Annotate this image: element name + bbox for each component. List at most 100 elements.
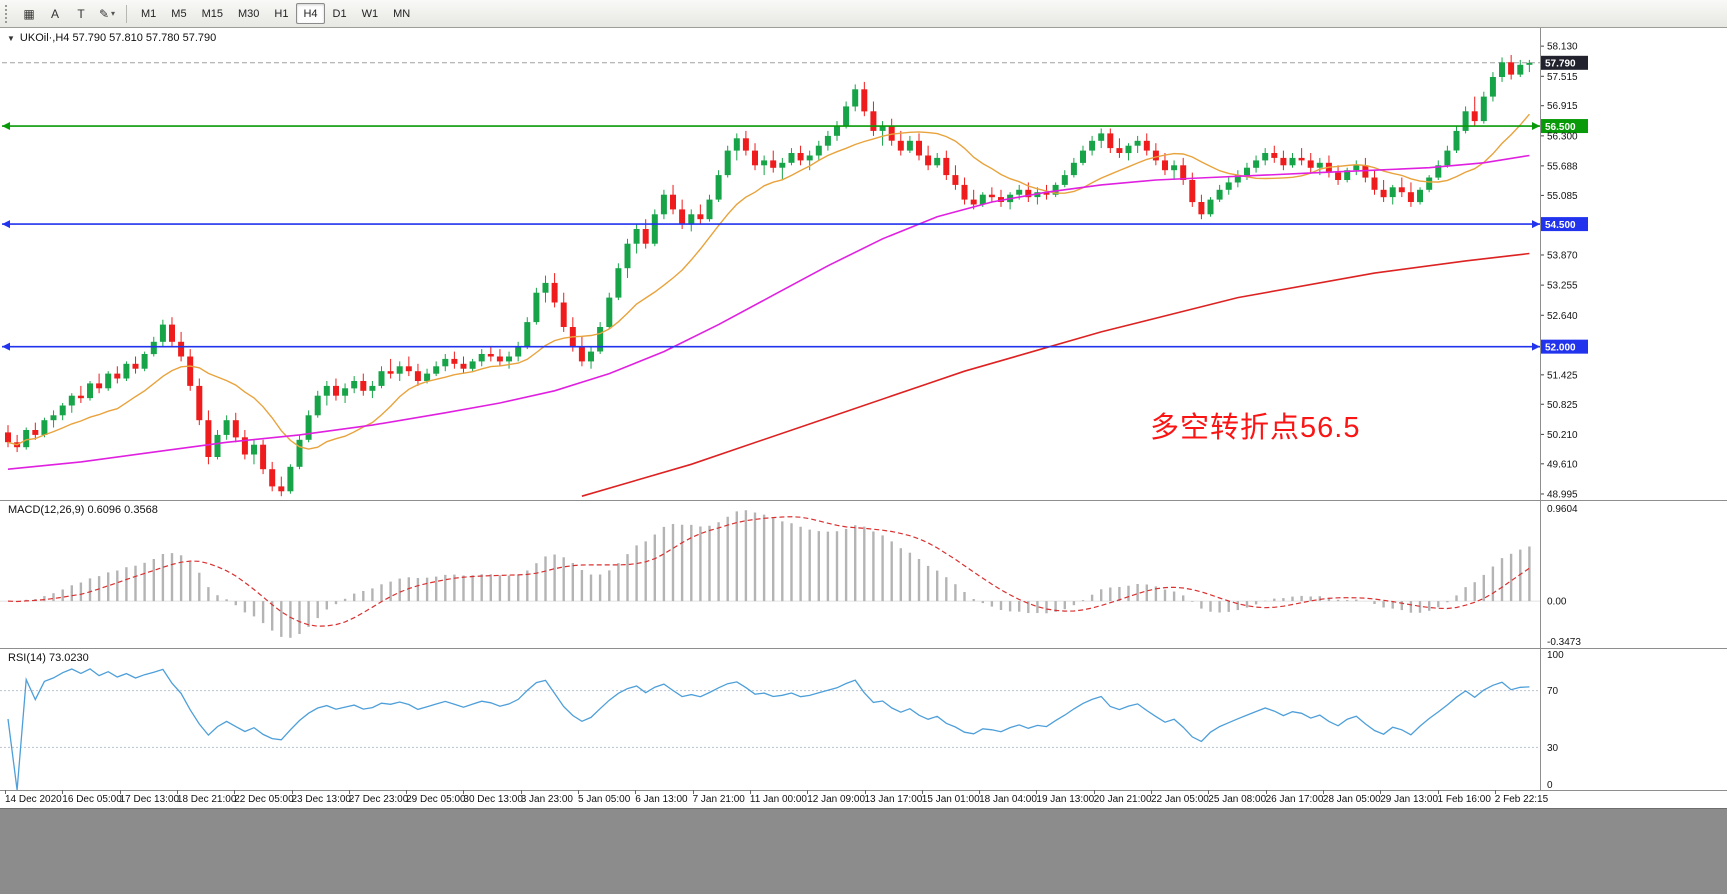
timeframe-h4-button[interactable]: H4: [296, 3, 325, 24]
annotation-text: 多空转折点56.5: [1150, 412, 1361, 444]
candle-body: [606, 297, 613, 327]
candle-body: [214, 434, 221, 457]
candle-body: [1417, 189, 1423, 203]
candle-body: [1353, 165, 1360, 171]
candle-body: [50, 415, 57, 421]
ma-mid-line: [7, 154, 1530, 470]
candle-body: [424, 373, 431, 381]
time-label: 11 Jan 00:00: [749, 794, 807, 805]
candle-body: [360, 381, 367, 391]
candle-body: [223, 420, 230, 435]
candle-body: [169, 324, 175, 342]
candle-body: [314, 395, 321, 416]
candle-body: [469, 361, 476, 369]
time-tick: [348, 790, 350, 794]
candle-body: [1380, 189, 1387, 198]
svg-text:52.000: 52.000: [1545, 342, 1576, 353]
price-tick-label: 49.610: [1547, 459, 1578, 470]
timeframe-m5-button[interactable]: M5: [171, 7, 187, 20]
candle-body: [241, 437, 248, 455]
candle-body: [752, 150, 758, 166]
panel-separator[interactable]: [0, 648, 1727, 649]
candle-body: [597, 327, 604, 352]
time-tick: [807, 790, 809, 794]
candle-body: [806, 155, 813, 161]
candle-body: [925, 155, 932, 166]
timeframe-mn-button[interactable]: MN: [393, 7, 411, 20]
candle-body: [159, 324, 166, 342]
candle-body: [1444, 150, 1451, 166]
candle-body: [524, 322, 531, 347]
candle-body: [998, 197, 1004, 202]
candle-body: [906, 140, 913, 151]
candle-body: [888, 126, 895, 141]
price-chart[interactable]: 56.500 54.500 52.000 57.790 58.130 57.515 56.9…: [0, 28, 1727, 500]
toolbar-grip-handle[interactable]: [5, 4, 10, 23]
candle-body: [114, 373, 121, 379]
timeframe-m15-button[interactable]: M15: [201, 7, 223, 20]
candle-body: [196, 385, 203, 421]
price-tick-label: 50.825: [1547, 400, 1578, 411]
timeframe-m1-button[interactable]: M1: [141, 7, 157, 20]
rsi-panel[interactable]: 100 70 30 0: [0, 648, 1727, 790]
panel-separator[interactable]: [0, 500, 1727, 501]
cursor-a-tool-button[interactable]: A: [43, 3, 67, 24]
candle-body: [1398, 187, 1405, 193]
time-tick: [1036, 790, 1038, 794]
candle-body: [1426, 177, 1433, 190]
candle-body: [506, 356, 512, 362]
candle-body: [1216, 189, 1223, 200]
hline-56.500[interactable]: 56.500: [2, 119, 1588, 134]
candle-body: [515, 346, 522, 357]
candle-body: [1307, 160, 1314, 168]
time-label: 27 Dec 23:00: [348, 794, 409, 805]
time-label: 14 Dec 2020: [5, 794, 62, 805]
draw-tool-button[interactable]: ✎ ▾: [95, 3, 119, 24]
candle-body: [1508, 62, 1515, 75]
hline-54.500[interactable]: 54.500: [2, 217, 1588, 232]
hline-52.000[interactable]: 52.000: [2, 339, 1588, 354]
price-tick-label: 51.425: [1547, 370, 1578, 381]
rsi-axis-label: 70: [1547, 686, 1559, 697]
line-arrow-right: [1532, 220, 1540, 229]
grid-tool-button[interactable]: ▦: [17, 3, 41, 24]
candle-body: [269, 469, 276, 487]
grid-icon: ▦: [23, 6, 35, 21]
timeframe-w1-button[interactable]: W1: [361, 7, 379, 20]
time-tick: [1093, 790, 1095, 794]
candle-body: [396, 366, 403, 374]
rsi-axis-label: 30: [1547, 743, 1559, 754]
time-label: 19 Jan 13:00: [1036, 794, 1095, 805]
time-label: 18 Jan 04:00: [979, 794, 1037, 805]
timeframe-m30-button[interactable]: M30: [237, 7, 260, 20]
candle-body: [688, 214, 695, 225]
candle-body: [451, 358, 458, 364]
chevron-down-icon[interactable]: ▼: [7, 33, 15, 43]
candle-body: [141, 354, 148, 369]
time-tick: [1322, 790, 1324, 794]
timeframe-h1-button[interactable]: H1: [274, 7, 289, 20]
text-tool-button[interactable]: T: [69, 3, 93, 24]
time-label: 22 Jan 05:00: [1151, 794, 1209, 805]
macd-panel[interactable]: 0.9604 0.00 -0.3473: [0, 500, 1727, 648]
candle-body: [342, 388, 349, 396]
time-axis: 14 Dec 2020 16 Dec 05:00 17 Dec 13:00 18 De…: [0, 790, 1727, 808]
candle-body: [1344, 170, 1351, 180]
symbol-header[interactable]: ▼ UKOil·,H4 57.790 57.810 57.780 57.790: [7, 32, 216, 44]
candle-body: [1489, 77, 1496, 97]
chevron-down-icon: ▾: [111, 9, 116, 18]
timeframe-d1-button[interactable]: D1: [332, 7, 347, 20]
price-tick-label: 52.640: [1547, 311, 1578, 322]
candle-body: [278, 486, 285, 492]
rsi-line: [7, 668, 1530, 790]
candle-body: [578, 346, 585, 362]
candle-body: [533, 292, 540, 323]
time-tick: [979, 790, 981, 794]
candle-body: [651, 214, 658, 244]
candle-body: [1198, 202, 1205, 215]
time-tick: [1151, 790, 1152, 794]
candle-body: [742, 138, 749, 151]
line-arrow-left: [2, 342, 10, 351]
candle-body: [1371, 177, 1378, 190]
